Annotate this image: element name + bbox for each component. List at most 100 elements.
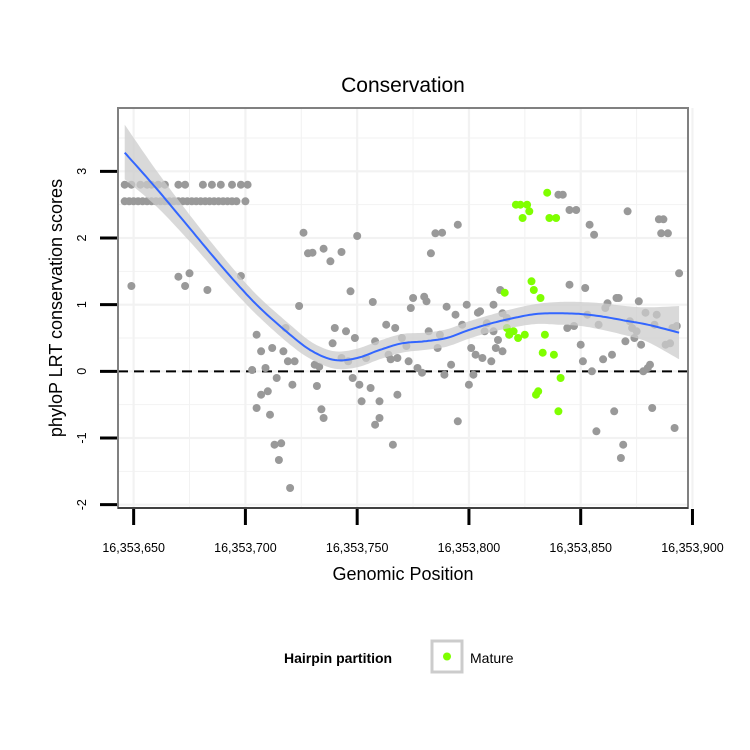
hairpin-point <box>382 320 391 329</box>
mature-point <box>516 200 525 209</box>
y-tick-label: 3 <box>75 168 89 175</box>
hairpin-point <box>438 228 447 237</box>
plot-panel <box>117 107 694 509</box>
x-tick-label: 16,353,850 <box>549 541 612 555</box>
hairpin-point <box>467 344 476 352</box>
hairpin-point <box>426 249 435 258</box>
hairpin-point <box>565 280 574 289</box>
hairpin-point <box>578 357 587 366</box>
hairpin-point <box>272 374 281 382</box>
hairpin-point <box>581 284 590 292</box>
mature-point <box>529 286 538 294</box>
hairpin-point <box>599 355 608 364</box>
hairpin-point <box>283 357 292 366</box>
hairpin-point <box>592 427 601 436</box>
hairpin-point <box>277 439 286 448</box>
mature-point <box>556 374 565 382</box>
hairpin-point <box>657 229 666 238</box>
hairpin-point <box>353 232 362 240</box>
hairpin-point <box>174 180 183 189</box>
hairpin-point <box>675 269 684 278</box>
mature-point <box>549 350 558 359</box>
hairpin-point <box>279 347 288 356</box>
hairpin-point <box>228 180 236 189</box>
hairpin-point <box>266 410 274 419</box>
hairpin-point <box>663 229 672 238</box>
mature-point <box>538 348 547 357</box>
hairpin-point <box>388 440 397 449</box>
hairpin-point <box>619 440 628 449</box>
x-axis: 16,353,650 16,353,700 16,353,750 16,353,800… <box>102 507 724 555</box>
hairpin-point <box>216 180 225 189</box>
hairpin-point <box>181 282 190 290</box>
y-tick-label: 0 <box>75 368 89 375</box>
hairpin-point <box>203 286 212 294</box>
hairpin-point <box>442 302 451 311</box>
hairpin-point <box>610 407 619 416</box>
hairpin-point <box>453 417 462 426</box>
hairpin-point <box>243 180 252 189</box>
legend: Hairpin partition Mature <box>284 639 514 674</box>
hairpin-point <box>440 370 449 379</box>
loess-smooth-line <box>123 152 680 362</box>
hairpin-point <box>623 207 632 216</box>
hairpin-point <box>494 336 502 344</box>
hairpin-point <box>393 390 402 399</box>
x-tick-label: 16,353,900 <box>661 541 724 555</box>
x-tick-label: 16,353,750 <box>326 541 389 555</box>
hairpin-point <box>185 269 194 278</box>
hairpin-point <box>646 360 654 369</box>
hairpin-point <box>659 215 668 224</box>
hairpin-point <box>268 344 277 352</box>
hairpin-point <box>476 307 485 316</box>
hairpin-point <box>391 324 400 332</box>
hairpin-point <box>637 340 646 349</box>
hairpin-point <box>576 340 585 349</box>
hairpin-point <box>375 397 384 406</box>
mature-point <box>500 288 509 297</box>
hairpin-point <box>621 337 630 346</box>
hairpin-point <box>558 190 567 199</box>
hairpin-point <box>375 414 384 422</box>
y-tick-label: 2 <box>75 234 89 241</box>
hairpin-point <box>346 287 355 296</box>
mature-point <box>543 188 552 197</box>
hairpin-point <box>469 370 478 379</box>
hairpin-point <box>471 350 480 359</box>
hairpin-point <box>404 357 413 366</box>
mature-point <box>527 277 536 286</box>
hairpin-point <box>326 257 335 266</box>
x-tick-label: 16,353,800 <box>438 541 501 555</box>
legend-label-mature: Mature <box>470 650 514 666</box>
hairpin-point <box>337 248 346 256</box>
legend-title: Hairpin partition <box>284 650 392 666</box>
hairpin-point <box>368 298 377 306</box>
hairpin-point <box>565 206 574 214</box>
hairpin-point <box>453 220 462 229</box>
hairpin-point <box>585 220 594 229</box>
mature-point <box>525 207 534 216</box>
hairpin-point <box>127 282 136 290</box>
mature-point <box>552 214 561 222</box>
mature-point <box>534 387 543 396</box>
x-axis-title: Genomic Position <box>332 564 473 584</box>
hairpin-point <box>572 206 581 214</box>
hairpin-point <box>207 180 216 189</box>
hairpin-point <box>286 484 295 492</box>
hairpin-point <box>288 380 297 389</box>
hairpin-point <box>270 440 279 449</box>
mature-point <box>520 330 529 339</box>
hairpin-point <box>491 344 500 352</box>
hairpin-point <box>418 368 426 377</box>
hairpin-point <box>174 272 183 281</box>
y-tick-label: -2 <box>75 499 89 510</box>
x-tick-label: 16,353,700 <box>214 541 277 555</box>
hairpin-point <box>409 294 418 302</box>
hairpin-point <box>498 347 507 356</box>
hairpin-point <box>328 339 337 348</box>
mature-point <box>509 327 518 336</box>
hairpin-point <box>422 297 431 306</box>
legend-key-mature <box>443 652 451 661</box>
hairpin-point <box>312 382 321 390</box>
